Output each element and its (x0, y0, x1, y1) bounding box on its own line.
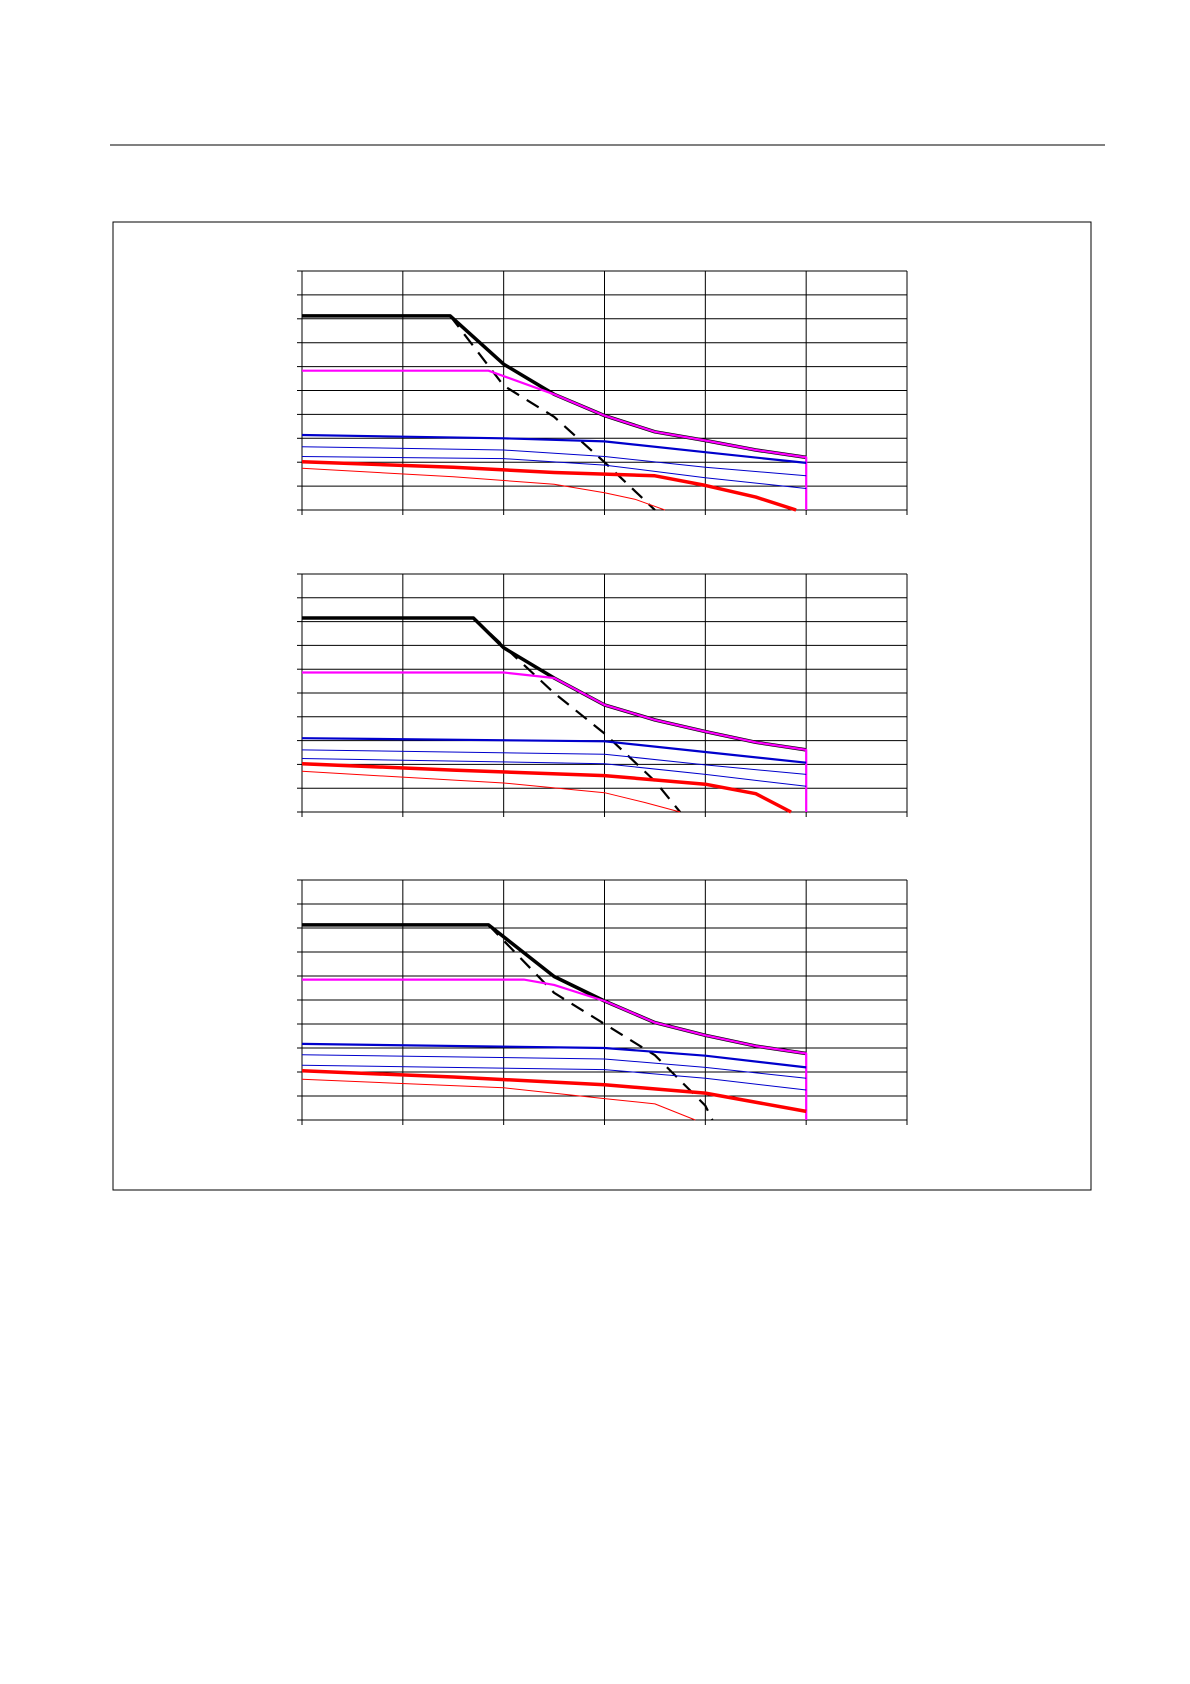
series-line (487, 924, 714, 1121)
series-line (301, 1078, 696, 1121)
series-line (301, 758, 807, 787)
series-line (301, 749, 807, 775)
series-line (301, 1042, 807, 1069)
series-line (301, 770, 681, 813)
series-line (302, 978, 808, 1120)
series-line (302, 369, 808, 510)
series-line (302, 616, 807, 752)
series-line (301, 1069, 807, 1114)
series-line (449, 315, 656, 511)
series-line (301, 446, 807, 477)
series-line (301, 467, 666, 511)
series-line (302, 923, 807, 1056)
series-line (472, 617, 681, 813)
series-line (301, 456, 807, 489)
series-line (301, 1054, 807, 1079)
series-line (301, 761, 792, 814)
figure-frame (112, 221, 1092, 1191)
series-line (301, 1064, 807, 1091)
series-line (301, 459, 797, 512)
series-line (302, 671, 808, 812)
series-line (301, 433, 807, 464)
series-line (301, 737, 807, 764)
